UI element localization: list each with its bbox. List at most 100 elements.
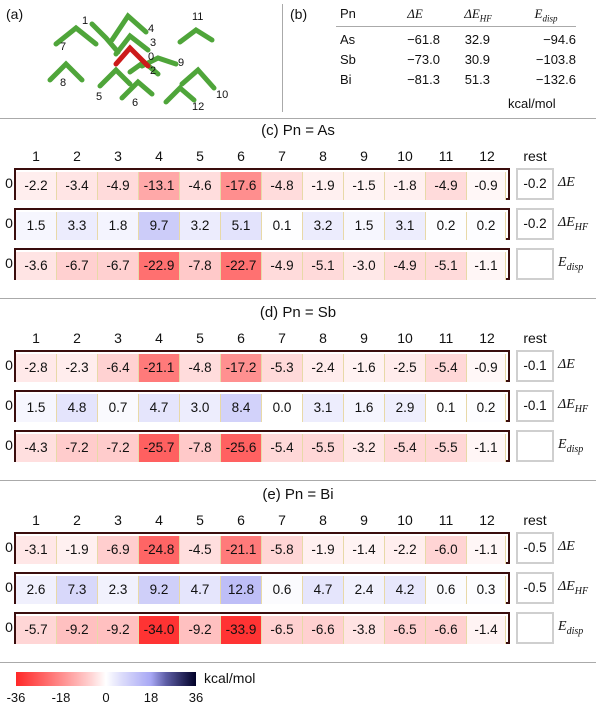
rest-header: rest [523,330,547,346]
tbl-pn: As [340,32,356,47]
tbl-hdr-de: ΔE [407,6,423,21]
row-zero-label: 0 [5,539,13,555]
heatmap-cell: 3.0 [180,394,221,422]
heatmap-cell: 0.1 [262,212,303,240]
mol-10 [179,66,217,91]
row-name: ΔEHF [558,397,588,415]
column-header: 5 [196,330,204,346]
column-header: 3 [114,512,122,528]
heatmap-cell: -17.6 [221,172,262,200]
heatmap-cell: -7.8 [180,434,221,462]
heatmap-row: -5.7 -9.2 -9.2 -34.0 -9.2 -33.9 -6.5 -6.6 -3.8 -6… [14,612,510,644]
row-name-main: ΔE [558,397,575,412]
mol-12 [163,84,197,105]
heatmap-row: -3.1 -1.9 -6.9 -24.8 -4.5 -21.1 -5.8 -1.9 -1.4 -2… [14,532,510,564]
heatmap-cell: 9.2 [139,576,180,604]
mol-label-11: 11 [192,11,203,23]
column-header: 10 [397,148,413,164]
column-header: 6 [237,512,245,528]
row-zero-label: 0 [5,215,13,231]
heatmap-cell: -1.1 [467,536,506,564]
heatmap-cell: 0.1 [426,394,467,422]
heatmap-cell: 3.1 [303,394,344,422]
heatmap-cell: -9.2 [180,616,221,644]
section-divider [0,662,596,663]
column-header: 2 [73,512,81,528]
colorbar-tick: 18 [143,690,159,705]
column-header: 8 [319,330,327,346]
heatmap-cell: -4.3 [16,434,57,462]
molecule-diagram: 1 2 3 4 5 6 7 8 9 10 11 12 0 [47,11,228,113]
mol-label-6: 6 [132,97,138,109]
heatmap-cell: -6.4 [98,354,139,382]
heatmap-cell: -22.7 [221,252,262,280]
heatmap-cell: -0.9 [467,172,506,200]
column-header: 10 [397,330,413,346]
mol-5 [97,66,133,89]
row-zero-label: 0 [5,175,13,191]
tbl-edisp: −103.8 [535,52,576,67]
heatmap-cell: -6.0 [426,536,467,564]
heatmap-cell: 1.5 [16,394,57,422]
heatmap-cell: -5.4 [385,434,426,462]
row-name-main: ΔE [558,215,575,230]
column-header: 1 [32,330,40,346]
heatmap-cell: -2.5 [385,354,426,382]
tbl-edisp: −132.6 [535,72,576,87]
column-header: 7 [278,512,286,528]
colorbar-tick: -18 [51,690,71,705]
heatmap-row: -4.3 -7.2 -7.2 -25.7 -7.8 -25.6 -5.4 -5.5 -3.2 -5… [14,430,510,462]
mol-label-4: 4 [148,23,154,35]
heatmap-cell: 2.9 [385,394,426,422]
heatmap-cell: -13.1 [139,172,180,200]
heatmap-cell: -5.8 [262,536,303,564]
heatmap-cell: 2.3 [98,576,139,604]
heatmap-cell: -4.9 [98,172,139,200]
row-name-main: ΔE [558,539,575,554]
row-name: ΔEHF [558,579,588,597]
tbl-hdr-pn: Pn [340,6,356,21]
column-header: 9 [360,330,368,346]
rest-cell [516,248,554,280]
row-name-main: E [558,255,567,270]
mol-0 [113,44,151,69]
column-header: 3 [114,330,122,346]
tbl-de: −61.8 [407,32,440,47]
heatmap-row: -3.6 -6.7 -6.7 -22.9 -7.8 -22.7 -4.9 -5.1 -3.0 -4… [14,248,510,280]
column-header: 2 [73,330,81,346]
tbl-pn: Bi [340,72,352,87]
heatmap-cell: 1.8 [98,212,139,240]
mol-label-9: 9 [178,57,184,69]
tbl-pn: Sb [340,52,356,67]
row-name-sub: HF [574,403,589,415]
rest-cell [516,612,554,644]
heatmap-cell: -4.9 [262,252,303,280]
row-name-main: ΔE [558,579,575,594]
heatmap-cell: -3.8 [344,616,385,644]
heatmap-cell: 0.3 [467,576,506,604]
heatmap-cell: -9.2 [57,616,98,644]
heatmap-cell: -4.8 [262,172,303,200]
heatmap-row: 2.6 7.3 2.3 9.2 4.7 12.8 0.6 4.7 2.4 4.2 0.6 0.3 [14,572,510,604]
row-name: Edisp [558,437,583,455]
mol-label-2: 2 [150,65,156,77]
heatmap-cell: -7.2 [98,434,139,462]
heatmap-cell: 2.4 [344,576,385,604]
column-header: 11 [438,512,454,528]
mol-label-1: 1 [82,15,88,27]
column-header: 11 [438,148,454,164]
column-header: 7 [278,148,286,164]
row-zero-label: 0 [5,437,13,453]
mol-3 [113,32,151,57]
column-header: 4 [155,148,163,164]
row-name-main: E [558,437,567,452]
heatmap-cell: 4.7 [139,394,180,422]
row-name-sub: disp [566,261,584,273]
row-zero-label: 0 [5,397,13,413]
heatmap-cell: -5.5 [303,434,344,462]
heatmap-cell: -2.8 [16,354,57,382]
row-name: ΔE [558,539,575,555]
panel-divider [282,4,283,112]
heatmap-cell: -5.4 [426,354,467,382]
heatmap-cell: -3.4 [57,172,98,200]
